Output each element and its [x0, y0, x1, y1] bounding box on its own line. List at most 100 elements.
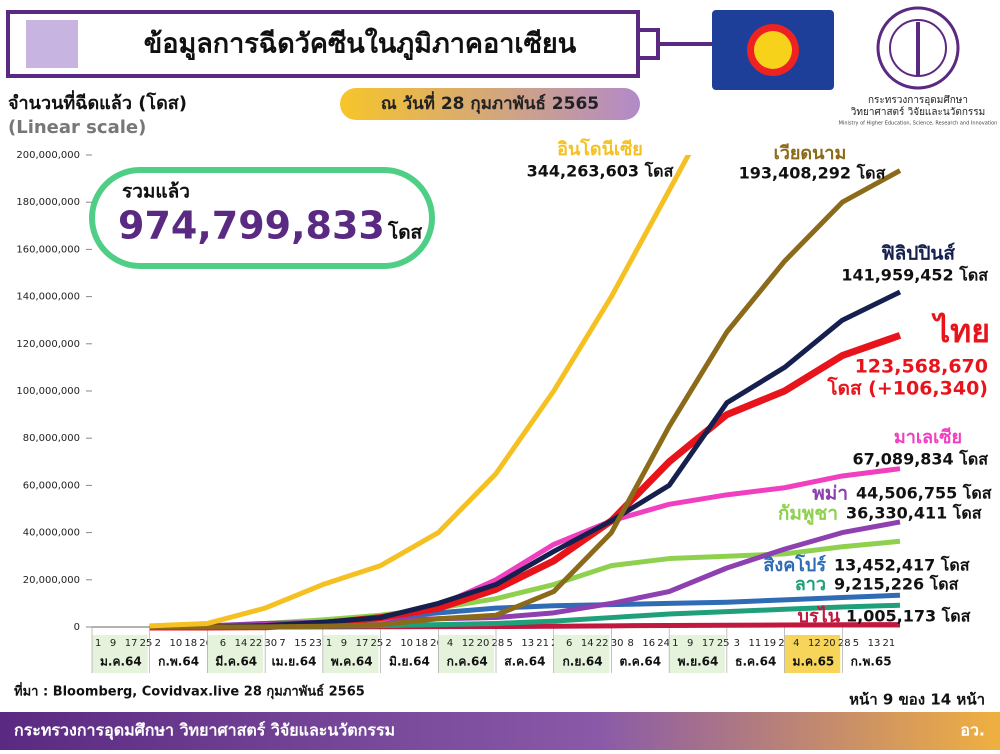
day-tick-label: 22 — [596, 638, 609, 649]
chart: ม.ค.641 9 17 25ก.พ.642 10 18 26มี.ค.646 14 22 30เ… — [16, 138, 992, 673]
ministry-logo — [876, 6, 960, 90]
x-tick-label: ก.ค.64 — [447, 655, 488, 669]
month-band — [784, 635, 841, 673]
legend-label: มาเลเซีย — [894, 427, 962, 448]
day-tick-label: 14 — [235, 638, 248, 649]
day-tick-label: 4 — [447, 638, 453, 649]
y-tick-label: 140,000,000 — [16, 292, 80, 303]
day-tick-label: 17 — [356, 638, 369, 649]
day-tick-label: 20 — [477, 638, 490, 649]
legend-label: เวียดนาม — [774, 143, 847, 164]
series-line — [149, 155, 692, 629]
y-tick-label: 0 — [74, 622, 80, 633]
series-total: 141,959,452 โดส — [841, 265, 988, 285]
footer-short: อว. — [960, 721, 985, 740]
logo-text: Ministry of Higher Education, Science, R… — [839, 121, 998, 127]
series-increase: โดส (+106,340) — [826, 377, 988, 400]
x-tick-label: ธ.ค.64 — [735, 655, 776, 669]
day-tick-label: 22 — [250, 638, 263, 649]
day-tick-label: 9 — [687, 638, 693, 649]
day-tick-label: 13 — [868, 638, 881, 649]
x-tick-label: ส.ค.64 — [504, 655, 545, 669]
day-tick-label: 5 — [506, 638, 512, 649]
series-total: 13,452,417 โดส — [834, 555, 970, 575]
day-tick-label: 28 — [492, 638, 505, 649]
x-tick-label: ม.ค.65 — [793, 655, 835, 669]
day-tick-label: 15 — [294, 638, 307, 649]
day-tick-label: 12 — [808, 638, 821, 649]
day-tick-label: 13 — [521, 638, 534, 649]
day-tick-label: 30 — [611, 638, 624, 649]
month-band — [322, 635, 379, 673]
logo-text: กระทรวงการอุดมศึกษา — [868, 94, 968, 106]
day-tick-label: 1 — [95, 638, 101, 649]
total-box — [89, 167, 435, 269]
day-tick-label: 28 — [838, 638, 851, 649]
day-tick-label: 1 — [326, 638, 332, 649]
x-tick-label: พ.ย.64 — [678, 655, 719, 669]
title: ข้อมูลการฉีดวัคซีนในภูมิภาคอาเซียน — [144, 28, 577, 61]
series-total: 44,506,755 โดส — [856, 483, 992, 503]
day-tick-label: 12 — [462, 638, 475, 649]
y-tick-label: 120,000,000 — [16, 339, 80, 350]
day-tick-label: 9 — [110, 638, 116, 649]
date: ณ วันที่ 28 กุมภาพันธ์ 2565 — [381, 91, 599, 114]
day-tick-label: 10 — [169, 638, 182, 649]
month-band — [207, 635, 264, 673]
day-tick-label: 19 — [763, 638, 776, 649]
y-tick-label: 80,000,000 — [23, 433, 80, 444]
day-tick-label: 17 — [702, 638, 715, 649]
y-axis-label: จำนวนที่ฉีดแล้ว (โดส) — [8, 90, 187, 114]
day-tick-label: 23 — [309, 638, 322, 649]
day-tick-label: 8 — [627, 638, 633, 649]
day-tick-label: 2 — [385, 638, 391, 649]
day-tick-label: 26 — [199, 638, 212, 649]
footer-ministry: กระทรวงการอุดมศึกษา วิทยาศาสตร์ วิจัยและ… — [14, 721, 395, 741]
y-tick-label: 180,000,000 — [16, 197, 80, 208]
day-tick-label: 24 — [657, 638, 670, 649]
day-tick-label: 16 — [642, 638, 655, 649]
day-tick-label: 6 — [220, 638, 226, 649]
page-number: หน้า 9 ของ 14 หน้า — [849, 691, 985, 709]
total-value: 974,799,833 — [118, 204, 385, 248]
day-tick-label: 5 — [853, 638, 859, 649]
asean-flag — [712, 10, 834, 90]
series-line — [149, 168, 902, 630]
day-tick-label: 14 — [581, 638, 594, 649]
day-tick-label: 11 — [748, 638, 761, 649]
legend-label: ไทย — [931, 312, 990, 350]
x-tick-label: มิ.ย.64 — [389, 655, 430, 669]
x-tick-label: เม.ย.64 — [272, 655, 317, 669]
total-label: รวมแล้ว — [122, 181, 190, 203]
source: ที่มา : Bloomberg, Covidvax.live 28 กุมภ… — [14, 682, 365, 700]
day-tick-label: 18 — [415, 638, 428, 649]
day-tick-label: 25 — [140, 638, 153, 649]
month-band — [553, 635, 610, 673]
plot — [149, 155, 902, 631]
day-tick-label: 7 — [279, 638, 285, 649]
day-tick-label: 1 — [672, 638, 678, 649]
legend-label: กัมพูชา — [778, 503, 838, 526]
day-tick-label: 20 — [823, 638, 836, 649]
day-tick-label: 17 — [125, 638, 138, 649]
syringe-banner — [6, 10, 712, 78]
y-tick-label: 60,000,000 — [23, 480, 80, 491]
month-band — [92, 635, 148, 673]
y-tick-label: 160,000,000 — [16, 244, 80, 255]
logo-text: วิทยาศาสตร์ วิจัยและนวัตกรรม — [850, 106, 985, 118]
day-tick-label: 26 — [430, 638, 443, 649]
day-tick-label: 25 — [371, 638, 384, 649]
day-tick-label: 6 — [566, 638, 572, 649]
day-tick-label: 30 — [264, 638, 277, 649]
x-tick-label: พ.ค.64 — [331, 655, 373, 669]
x-tick-label: ก.ย.64 — [563, 655, 603, 669]
series-total: 123,568,670 — [855, 356, 988, 378]
day-tick-label: 21 — [883, 638, 896, 649]
day-tick-label: 3 — [734, 638, 740, 649]
total-unit: โดส — [387, 221, 423, 244]
day-tick-label: 4 — [793, 638, 799, 649]
series-total: 344,263,603 โดส — [527, 161, 674, 181]
legend-label: พม่า — [812, 483, 848, 505]
legend-label: อินโดนีเซีย — [557, 138, 643, 160]
x-tick-label: ต.ค.64 — [619, 655, 661, 669]
